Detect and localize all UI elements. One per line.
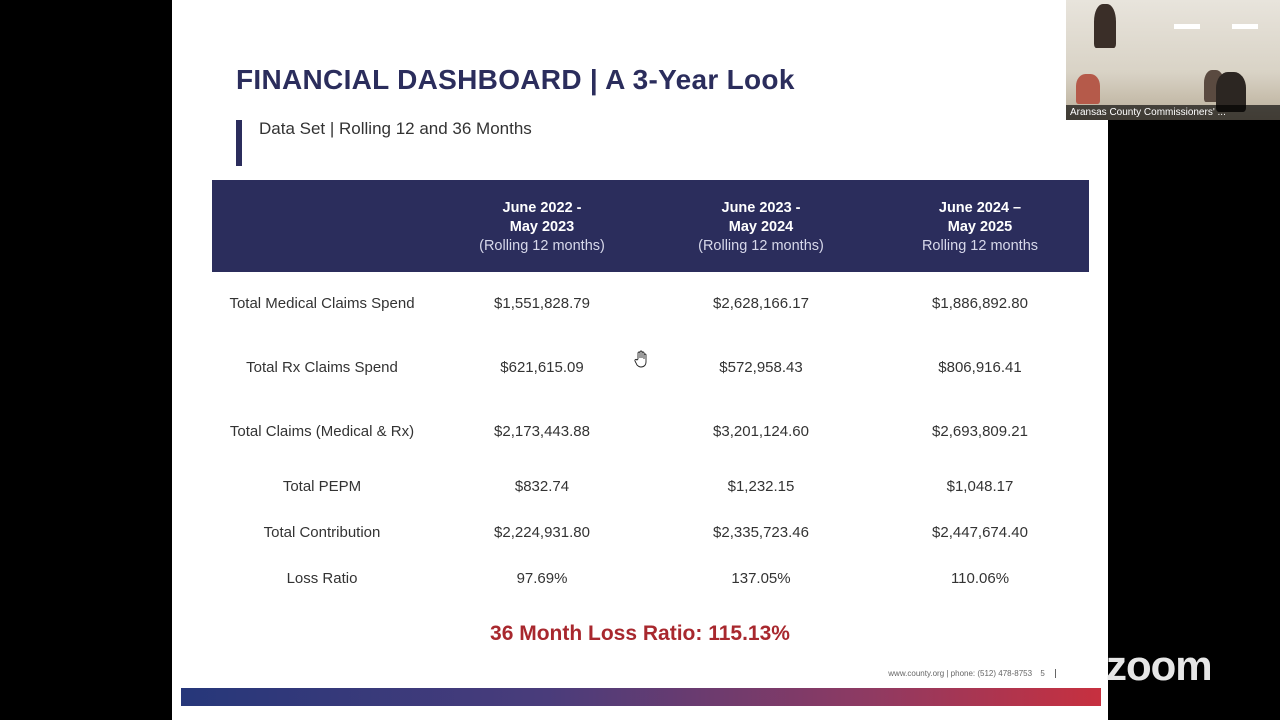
- subtitle-accent-bar: [236, 120, 242, 166]
- row-value: $2,173,443.88: [494, 423, 590, 440]
- page-number: 5: [1040, 669, 1045, 678]
- row-value: $1,232.15: [727, 478, 795, 495]
- column-header-line3: Rolling 12 months: [921, 238, 1039, 254]
- table-row: Loss Ratio 97.69% 137.05% 110.06%: [212, 567, 1089, 591]
- row-value: 137.05%: [731, 570, 791, 587]
- row-value: $2,447,674.40: [932, 524, 1028, 541]
- row-value: $2,628,166.17: [713, 295, 809, 312]
- row-value: $832.74: [514, 478, 570, 495]
- footer-contact: www.county.org | phone: (512) 478-8753: [888, 669, 1033, 678]
- row-value: 97.69%: [516, 570, 568, 587]
- slide-footer: www.county.org | phone: (512) 478-8753 5: [888, 669, 1056, 679]
- column-header-line2: May 2025: [947, 219, 1013, 235]
- row-label: Total Medical Claims Spend: [229, 295, 415, 312]
- ceiling-light: [1174, 24, 1200, 29]
- footer-divider: [1055, 669, 1056, 679]
- column-header-line3: (Rolling 12 months): [479, 238, 605, 254]
- table-row: Total Claims (Medical & Rx) $2,173,443.8…: [212, 420, 1089, 444]
- hand-cursor-icon: [634, 350, 647, 368]
- zoom-watermark: zoom: [1106, 642, 1213, 689]
- table-row: Total Medical Claims Spend $1,551,828.79…: [212, 292, 1089, 316]
- column-header: June 2024 – May 2025 Rolling 12 months: [870, 199, 1090, 256]
- row-label: Loss Ratio: [286, 570, 358, 587]
- row-value: 110.06%: [950, 570, 1010, 587]
- table-header: June 2022 - May 2023 (Rolling 12 months)…: [212, 180, 1089, 272]
- row-value: $572,958.43: [719, 359, 803, 376]
- table-row: Total Contribution $2,224,931.80 $2,335,…: [212, 521, 1089, 545]
- participant-figure: [1094, 4, 1116, 48]
- column-header-line2: May 2023: [509, 219, 575, 235]
- row-value: $1,551,828.79: [494, 295, 590, 312]
- column-header: June 2023 - May 2024 (Rolling 12 months): [651, 199, 871, 256]
- row-label: Total Claims (Medical & Rx): [229, 423, 415, 440]
- slide-subtitle: Data Set | Rolling 12 and 36 Months: [259, 119, 532, 138]
- row-value: $2,224,931.80: [494, 524, 590, 541]
- row-value: $1,886,892.80: [932, 295, 1028, 312]
- participant-video-tile[interactable]: Aransas County Commissioners' ...: [1066, 0, 1280, 120]
- row-label: Total Contribution: [263, 524, 381, 541]
- row-value: $1,048.17: [946, 478, 1014, 495]
- row-value: $806,916.41: [938, 359, 1022, 376]
- column-header: June 2022 - May 2023 (Rolling 12 months): [432, 199, 652, 256]
- table-row: Total PEPM $832.74 $1,232.15 $1,048.17: [212, 475, 1089, 499]
- column-header-line2: May 2024: [728, 219, 794, 235]
- column-header-line1: June 2023 -: [721, 200, 801, 216]
- loss-ratio-summary: 36 Month Loss Ratio: 115.13%: [490, 622, 790, 645]
- slide-title: FINANCIAL DASHBOARD | A 3-Year Look: [236, 64, 795, 95]
- column-header-line1: June 2022 -: [502, 200, 582, 216]
- row-label: Total PEPM: [282, 478, 362, 495]
- row-label: Total Rx Claims Spend: [246, 359, 398, 376]
- column-header-line1: June 2024 –: [938, 200, 1022, 216]
- presentation-slide: FINANCIAL DASHBOARD | A 3-Year Look Data…: [172, 0, 1108, 720]
- ceiling-light: [1232, 24, 1258, 29]
- row-value: $621,615.09: [500, 359, 584, 376]
- row-value: $3,201,124.60: [713, 423, 809, 440]
- column-header-line3: (Rolling 12 months): [698, 238, 824, 254]
- participant-name-label: Aransas County Commissioners' ...: [1066, 105, 1280, 120]
- footer-gradient-bar: [181, 688, 1101, 706]
- participant-figure: [1076, 74, 1100, 104]
- table-row: Total Rx Claims Spend $621,615.09 $572,9…: [212, 356, 1089, 380]
- row-value: $2,693,809.21: [932, 423, 1028, 440]
- row-value: $2,335,723.46: [713, 524, 809, 541]
